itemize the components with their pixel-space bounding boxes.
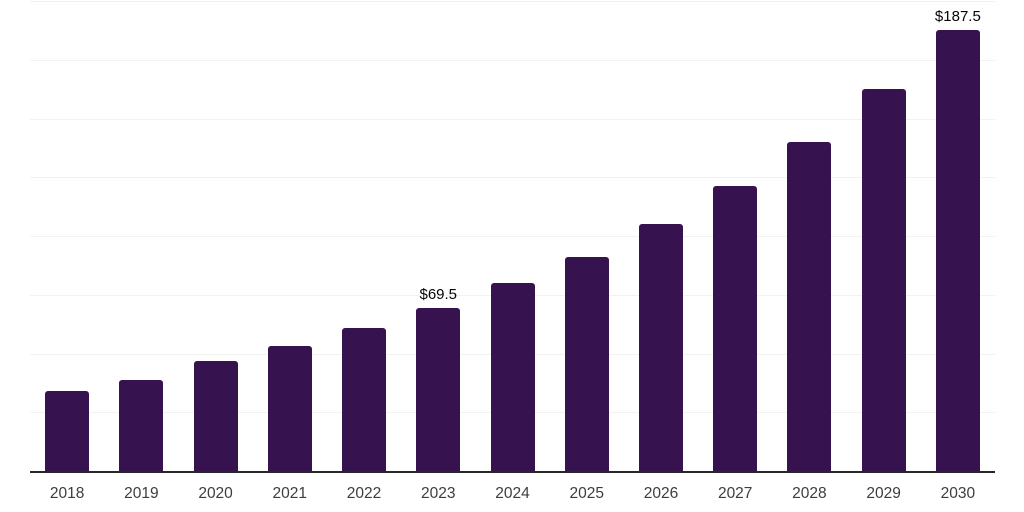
value-label-2030: $187.5 — [934, 8, 981, 26]
bar-2021 — [267, 345, 312, 471]
x-tick-label-2024: 2024 — [495, 485, 530, 502]
gridline — [30, 1, 995, 2]
x-tick-label-2020: 2020 — [198, 485, 233, 502]
gridline — [30, 236, 995, 237]
bar-2019 — [119, 380, 164, 471]
bar-2022 — [342, 327, 387, 471]
x-tick-label-2018: 2018 — [49, 485, 85, 502]
bar-2027 — [713, 185, 758, 471]
bar-2026 — [638, 224, 683, 471]
bar-2029 — [861, 89, 906, 471]
bar-2025 — [564, 257, 609, 471]
bar-2020 — [193, 361, 238, 471]
x-tick-label-2026: 2026 — [643, 485, 679, 502]
x-tick-label-2030: 2030 — [940, 485, 976, 502]
x-tick-label-2029: 2029 — [866, 485, 901, 502]
x-tick-label-2028: 2028 — [792, 485, 827, 502]
gridline — [30, 118, 995, 120]
bar-2028 — [787, 142, 832, 471]
x-axis-line — [30, 471, 995, 473]
x-tick-label-2025: 2025 — [569, 485, 604, 502]
x-tick-label-2023: 2023 — [421, 485, 456, 502]
bar-2018 — [45, 391, 90, 471]
gridline — [30, 59, 995, 61]
x-tick-label-2019: 2019 — [124, 485, 159, 502]
bar-2024 — [490, 283, 535, 471]
gridline — [30, 177, 995, 179]
value-label-2023: $69.5 — [419, 285, 458, 303]
x-tick-label-2021: 2021 — [272, 485, 308, 502]
x-tick-label-2022: 2022 — [346, 485, 382, 502]
bar-2030 — [935, 30, 980, 471]
x-tick-label-2027: 2027 — [717, 485, 753, 502]
bar-2023 — [416, 307, 461, 471]
